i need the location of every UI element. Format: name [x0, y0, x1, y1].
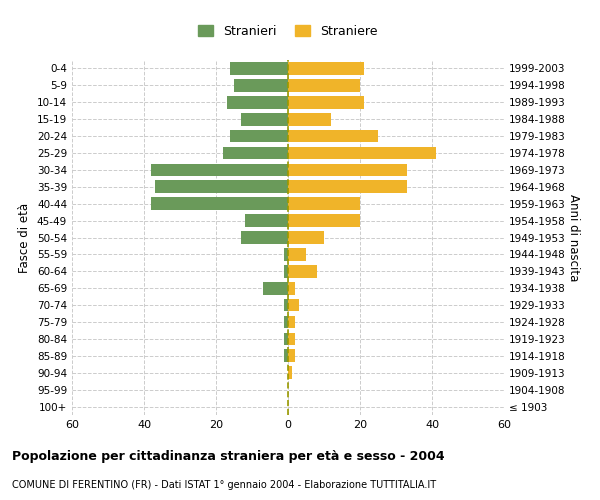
Bar: [288, 350, 295, 362]
Bar: [155, 180, 288, 193]
Bar: [284, 265, 288, 278]
Bar: [245, 214, 288, 227]
Bar: [288, 282, 295, 294]
Bar: [288, 146, 436, 160]
Bar: [288, 265, 317, 278]
Bar: [230, 130, 288, 142]
Bar: [288, 231, 324, 244]
Bar: [288, 214, 360, 227]
Text: COMUNE DI FERENTINO (FR) - Dati ISTAT 1° gennaio 2004 - Elaborazione TUTTITALIA.: COMUNE DI FERENTINO (FR) - Dati ISTAT 1°…: [12, 480, 436, 490]
Bar: [288, 79, 360, 92]
Bar: [288, 198, 360, 210]
Bar: [227, 96, 288, 108]
Bar: [288, 366, 292, 379]
Bar: [234, 79, 288, 92]
Bar: [288, 316, 295, 328]
Bar: [241, 113, 288, 126]
Bar: [284, 332, 288, 345]
Bar: [288, 130, 378, 142]
Bar: [284, 248, 288, 260]
Bar: [151, 164, 288, 176]
Bar: [288, 332, 295, 345]
Bar: [230, 62, 288, 75]
Y-axis label: Anni di nascita: Anni di nascita: [566, 194, 580, 281]
Bar: [284, 316, 288, 328]
Y-axis label: Fasce di età: Fasce di età: [19, 202, 31, 272]
Bar: [284, 299, 288, 312]
Bar: [288, 62, 364, 75]
Bar: [288, 248, 306, 260]
Bar: [288, 113, 331, 126]
Bar: [288, 299, 299, 312]
Bar: [223, 146, 288, 160]
Bar: [288, 180, 407, 193]
Bar: [288, 164, 407, 176]
Bar: [151, 198, 288, 210]
Text: Popolazione per cittadinanza straniera per età e sesso - 2004: Popolazione per cittadinanza straniera p…: [12, 450, 445, 463]
Bar: [284, 350, 288, 362]
Bar: [241, 231, 288, 244]
Legend: Stranieri, Straniere: Stranieri, Straniere: [193, 20, 383, 43]
Bar: [288, 96, 364, 108]
Bar: [263, 282, 288, 294]
